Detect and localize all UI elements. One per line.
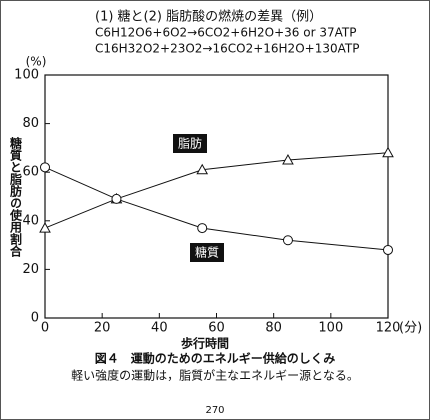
legend-label: 糖質 [195, 245, 219, 260]
x-tick-label: 20 [94, 321, 111, 336]
marker [196, 163, 209, 175]
legend-box [173, 134, 207, 153]
marker [40, 162, 50, 173]
x-tick-label: 100 [318, 321, 343, 336]
x-tick-label: 0 [41, 321, 49, 336]
marker [197, 223, 208, 234]
y-axis-label: 糖質と脂肪の使用割合 [9, 136, 23, 258]
figure-caption: 図４ 運動のためのエネルギー供給のしくみ [95, 351, 335, 366]
y-tick-label: 0 [31, 311, 39, 326]
y-tick-label: 40 [22, 213, 39, 228]
x-tick-label: 60 [208, 321, 225, 336]
marker [382, 146, 394, 158]
equation: C6H12O6+6O2→6CO2+6H2O+36 or 37ATP [95, 26, 356, 40]
plot-frame [44, 74, 389, 319]
x-tick-label: 40 [151, 321, 168, 336]
y-unit: (%) [26, 55, 47, 69]
legend-label: 脂肪 [178, 136, 202, 151]
x-unit: (分) [399, 321, 422, 336]
x-axis-label: 歩行時間 [181, 336, 229, 351]
marker [383, 244, 393, 255]
series-line [44, 166, 389, 251]
y-tick-label: 100 [14, 68, 39, 83]
x-tick-label: 120 [376, 321, 401, 336]
equation: C16H32O2+23O2→16CO2+16H2O+130ATP [95, 42, 359, 56]
y-tick-label: 20 [22, 262, 39, 277]
marker [282, 154, 294, 165]
marker [282, 235, 293, 246]
header-title: (1) 糖と(2) 脂肪酸の燃焼の差異（例） [95, 9, 322, 25]
page-number: 270 [205, 405, 224, 416]
y-tick-label: 80 [22, 116, 39, 131]
x-tick-label: 80 [265, 321, 282, 336]
figure-note: 軽い強度の運動は，脂質が主なエネルギー源となる。 [71, 368, 359, 383]
legend-box [190, 243, 224, 262]
y-tick-label: 60 [22, 165, 39, 180]
marker [39, 222, 51, 233]
marker [111, 193, 122, 204]
